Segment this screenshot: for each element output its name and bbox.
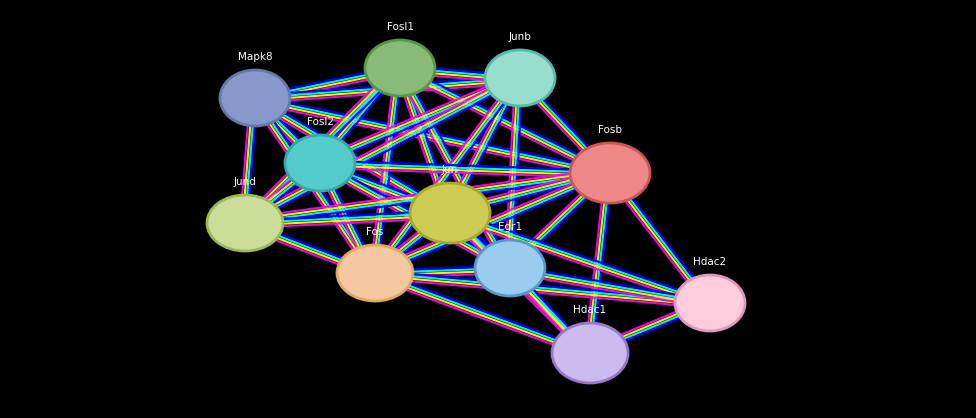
Ellipse shape [365,40,435,96]
Ellipse shape [220,70,290,126]
Ellipse shape [337,245,413,301]
Ellipse shape [207,195,283,251]
Ellipse shape [410,183,490,243]
Ellipse shape [475,240,545,296]
Text: Hdac1: Hdac1 [574,305,606,315]
Ellipse shape [285,135,355,191]
Text: Hdac2: Hdac2 [693,257,726,267]
Text: Egr1: Egr1 [498,222,522,232]
Text: Fosl2: Fosl2 [306,117,334,127]
Ellipse shape [552,323,628,383]
Ellipse shape [570,143,650,203]
Ellipse shape [485,50,555,106]
Text: Jun: Jun [442,165,458,175]
Text: Fos: Fos [366,227,384,237]
Ellipse shape [675,275,745,331]
Text: Jund: Jund [233,177,257,187]
Text: Mapk8: Mapk8 [238,52,272,62]
Text: Fosl1: Fosl1 [386,22,414,32]
Text: Fosb: Fosb [598,125,622,135]
Text: Junb: Junb [508,32,532,42]
